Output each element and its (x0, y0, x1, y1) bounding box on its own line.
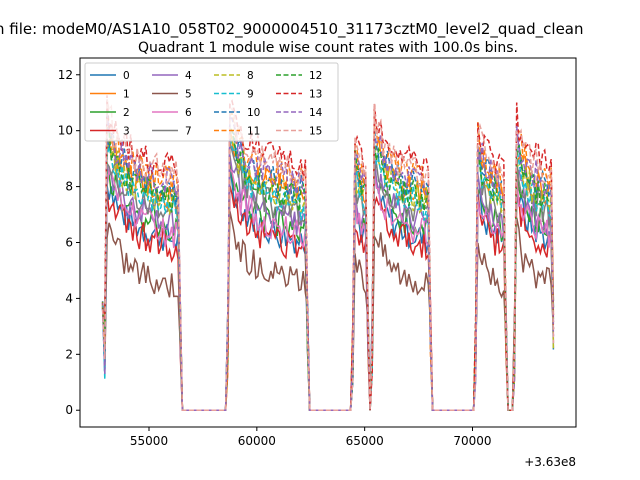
legend-label: 14 (309, 107, 323, 119)
y-tick-label: 4 (65, 291, 73, 305)
legend-label: 5 (185, 89, 192, 101)
legend-label: 7 (185, 126, 192, 138)
x-tick-label: 70000 (453, 434, 491, 448)
legend-label: 15 (309, 126, 322, 138)
y-tick-label: 0 (65, 403, 73, 417)
y-tick-label: 10 (58, 124, 73, 138)
legend-label: 0 (123, 70, 130, 82)
y-axis: 0 2 4 6 8 10 12 (58, 68, 80, 417)
legend-label: 12 (309, 70, 322, 82)
legend-label: 4 (185, 70, 192, 82)
plot-frame (79, 57, 577, 428)
legend-label: 13 (309, 89, 322, 101)
series-lines (101, 95, 555, 411)
x-tick-label: 60000 (238, 434, 276, 448)
legend-label: 3 (123, 126, 130, 138)
y-tick-label: 6 (65, 236, 73, 250)
series-line-15 (101, 99, 555, 411)
legend-label: 9 (247, 89, 254, 101)
legend-label: 1 (123, 89, 130, 101)
legend-label: 2 (123, 107, 130, 119)
legend-box (84, 62, 339, 142)
y-tick-label: 2 (65, 347, 73, 361)
series-line-3 (101, 185, 555, 411)
y-tick-label: 8 (65, 180, 73, 194)
x-offset-label: +3.63e8 (524, 455, 576, 469)
figure-suptitle: n file: modeM0/AS1A10_058T02_9000004510_… (0, 20, 584, 39)
legend-label: 10 (247, 107, 260, 119)
x-axis: 55000 60000 65000 70000 (130, 427, 492, 448)
series-line-11 (101, 110, 555, 411)
x-tick-label: 65000 (346, 434, 384, 448)
x-tick-label: 55000 (130, 434, 168, 448)
legend-label: 11 (247, 126, 260, 138)
legend-label: 6 (185, 107, 192, 119)
y-tick-label: 12 (58, 68, 73, 82)
legend-label: 8 (247, 70, 254, 82)
chart-title: Quadrant 1 module wise count rates with … (138, 40, 518, 56)
